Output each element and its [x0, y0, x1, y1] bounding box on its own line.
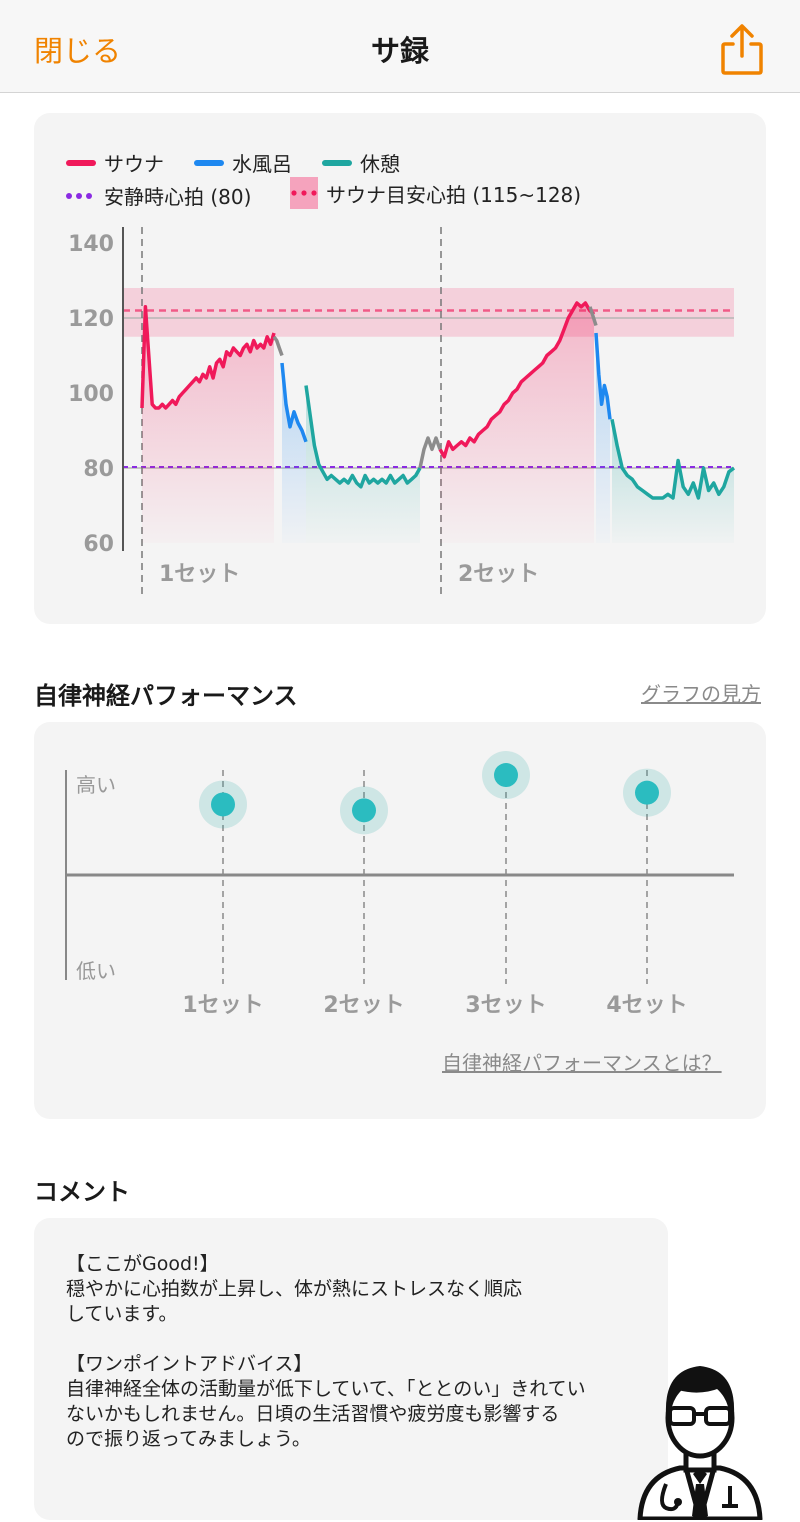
perf-point: [352, 798, 376, 823]
heart-rate-chart: 140 120 100 80 60 1セット 2セット: [68, 227, 736, 595]
set-label: 2セット: [458, 562, 539, 587]
y-tick-label: 100: [68, 382, 114, 407]
close-button[interactable]: 閉じる: [34, 34, 122, 68]
legend-resting-label: 安静時心拍 (80): [104, 185, 252, 209]
y-tick-label: 140: [68, 232, 114, 257]
performance-card: 高い低い 1セット 2セット 3セット 4セット 自律神経パフォーマンスとは？: [34, 722, 766, 1119]
page-title: サ録: [370, 34, 429, 68]
legend-rest-label: 休憩: [360, 152, 400, 176]
series-line: [280, 362, 308, 443]
perf-low-label: 低い: [76, 959, 116, 983]
legend-water: 水風呂: [194, 148, 292, 177]
series-area: [282, 363, 306, 543]
transition-line: [418, 436, 442, 469]
about-performance-link[interactable]: 自律神経パフォーマンスとは？: [442, 1051, 722, 1075]
perf-point: [635, 780, 659, 805]
series-line: [304, 385, 422, 489]
graph-help-link[interactable]: グラフの見方: [641, 682, 761, 706]
series-line: [594, 332, 612, 420]
legend-resting-hr: 安静時心拍 (80): [66, 181, 251, 210]
series-area: [440, 303, 594, 543]
heart-rate-card: サウナ 水風呂 休憩 安静時心拍 (80) サウナ目安心拍 (115~128) …: [34, 113, 766, 624]
legend-sauna-label: サウナ: [104, 152, 164, 176]
y-tick-label: 60: [83, 532, 114, 557]
series-line: [610, 418, 736, 500]
transition-line: [588, 306, 598, 327]
perf-point: [211, 792, 235, 817]
transition-line: [272, 335, 284, 357]
share-icon[interactable]: [718, 22, 766, 76]
target-band: [123, 288, 734, 337]
perf-set-label: 3セット: [465, 993, 546, 1018]
legend-target-hr: サウナ目安心拍 (115~128): [290, 177, 581, 209]
perf-set-label: 1セット: [182, 993, 263, 1018]
set-label: 1セット: [159, 562, 240, 587]
perf-high-label: 高い: [76, 773, 116, 797]
navigation-bar: 閉じる サ録: [0, 0, 800, 93]
legend-rest: 休憩: [322, 148, 400, 177]
doctor-avatar: [637, 1366, 763, 1520]
resting-dots: [66, 192, 92, 199]
perf-point: [494, 763, 518, 788]
water-swatch: [194, 159, 224, 166]
series-area: [142, 306, 274, 543]
comment-card: 【ここがGood!】 穏やかに心拍数が上昇し、体が熱にストレスなく順応 していま…: [34, 1218, 668, 1520]
series-line: [438, 301, 596, 459]
rest-swatch: [322, 159, 352, 166]
comment-text: 【ここがGood!】 穏やかに心拍数が上昇し、体が熱にストレスなく順応 していま…: [66, 1253, 586, 1450]
legend-target-label: サウナ目安心拍 (115~128): [326, 182, 582, 207]
target-swatch: [290, 177, 318, 209]
comment-title: コメント: [34, 1178, 130, 1206]
performance-title: 自律神経パフォーマンス: [34, 682, 298, 710]
series-area: [612, 419, 734, 543]
legend-sauna: サウナ: [66, 148, 164, 177]
perf-set-label: 4セット: [606, 993, 687, 1018]
series-line: [140, 305, 276, 410]
series-area: [306, 385, 420, 543]
perf-set-label: 2セット: [323, 993, 404, 1018]
y-tick-label: 120: [68, 307, 114, 332]
y-tick-label: 80: [83, 457, 114, 482]
sauna-swatch: [66, 159, 96, 166]
legend-water-label: 水風呂: [232, 152, 292, 176]
